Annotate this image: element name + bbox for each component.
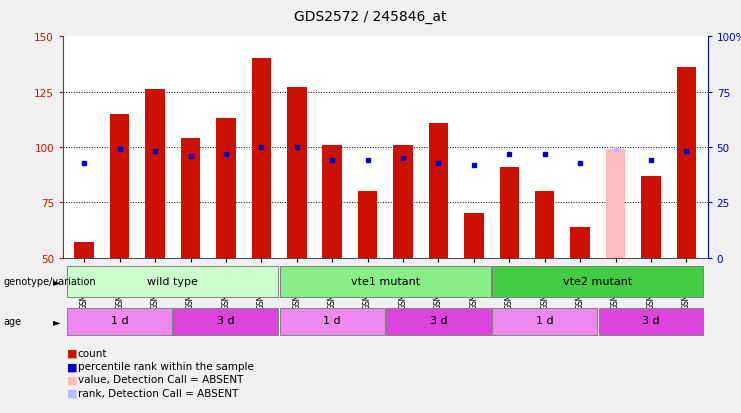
Text: 1 d: 1 d bbox=[536, 316, 554, 325]
Text: percentile rank within the sample: percentile rank within the sample bbox=[78, 361, 253, 371]
Bar bbox=[677, 68, 696, 258]
Bar bbox=[599, 308, 703, 335]
Bar bbox=[75, 243, 94, 258]
Text: rank, Detection Call = ABSENT: rank, Detection Call = ABSENT bbox=[78, 388, 238, 398]
Bar bbox=[386, 308, 491, 335]
Bar bbox=[252, 59, 271, 258]
Text: ■: ■ bbox=[67, 375, 77, 385]
Bar bbox=[571, 227, 590, 258]
Text: 3 d: 3 d bbox=[217, 316, 235, 325]
Text: GDS2572 / 245846_at: GDS2572 / 245846_at bbox=[294, 10, 447, 24]
Text: vte1 mutant: vte1 mutant bbox=[350, 276, 420, 286]
Text: ■: ■ bbox=[67, 348, 77, 358]
Bar bbox=[606, 150, 625, 258]
Bar bbox=[67, 308, 172, 335]
Text: 3 d: 3 d bbox=[430, 316, 448, 325]
Text: ■: ■ bbox=[67, 361, 77, 371]
Text: vte2 mutant: vte2 mutant bbox=[563, 276, 633, 286]
Bar bbox=[216, 119, 236, 258]
Bar bbox=[641, 176, 661, 258]
Text: 1 d: 1 d bbox=[323, 316, 341, 325]
Text: ►: ► bbox=[53, 316, 61, 326]
Text: genotype/variation: genotype/variation bbox=[4, 277, 96, 287]
Bar bbox=[110, 114, 130, 258]
Text: value, Detection Call = ABSENT: value, Detection Call = ABSENT bbox=[78, 375, 243, 385]
Bar bbox=[287, 88, 307, 258]
Text: count: count bbox=[78, 348, 107, 358]
Text: ►: ► bbox=[53, 277, 61, 287]
Bar bbox=[429, 123, 448, 258]
Bar bbox=[280, 267, 491, 298]
Text: 1 d: 1 d bbox=[111, 316, 128, 325]
Bar bbox=[492, 267, 703, 298]
Text: ■: ■ bbox=[67, 388, 77, 398]
Bar bbox=[67, 267, 279, 298]
Bar bbox=[464, 214, 484, 258]
Bar bbox=[492, 308, 597, 335]
Text: 3 d: 3 d bbox=[642, 316, 659, 325]
Text: wild type: wild type bbox=[147, 276, 199, 286]
Bar bbox=[322, 145, 342, 258]
Bar bbox=[145, 90, 165, 258]
Bar bbox=[181, 139, 200, 258]
Bar bbox=[499, 168, 519, 258]
Bar bbox=[358, 192, 377, 258]
Bar bbox=[280, 308, 385, 335]
Text: age: age bbox=[4, 316, 21, 326]
Bar bbox=[535, 192, 554, 258]
Bar bbox=[393, 145, 413, 258]
Bar bbox=[173, 308, 279, 335]
